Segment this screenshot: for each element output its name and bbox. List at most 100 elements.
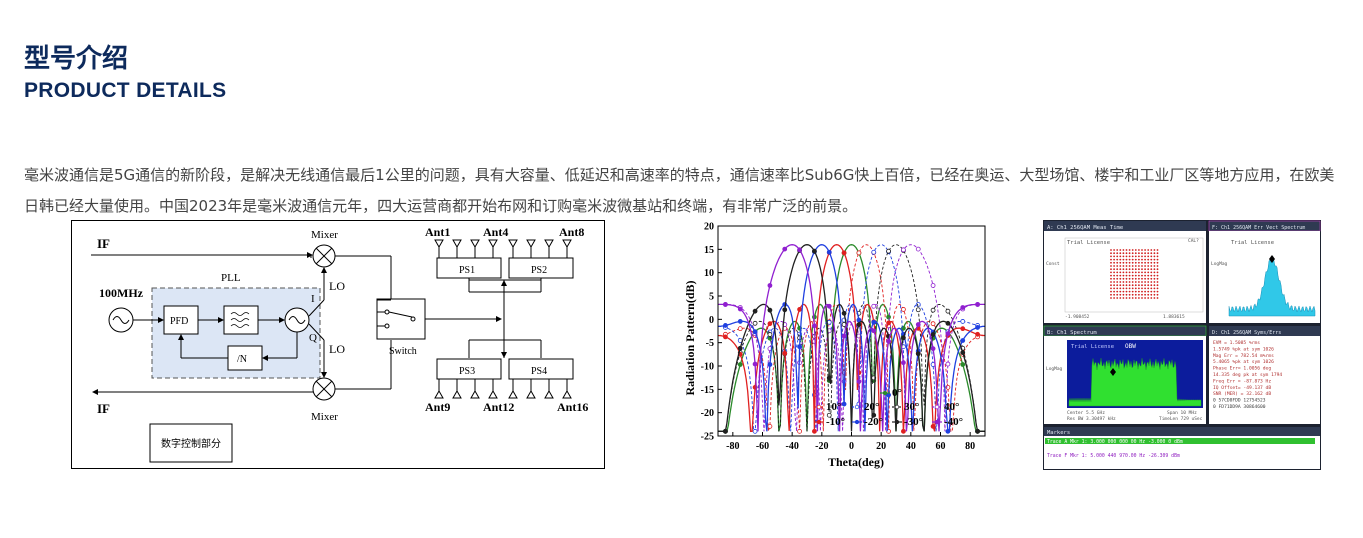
y-tick-label: -20: [701, 408, 714, 419]
series-line: [718, 244, 985, 432]
constellation-diagram: [1110, 249, 1159, 299]
evm-line: Phase Err= 1.0056 deg: [1213, 366, 1271, 372]
y-axis-label: Radiation Pattern(dB): [683, 281, 697, 396]
series-line: [718, 244, 985, 432]
panel-c-resbw: Res BW 3.30497 kHz: [1067, 416, 1116, 422]
panel-d-body: [1209, 336, 1320, 424]
evm-line: 14.335 deg pk at sym 1794: [1213, 372, 1282, 378]
series-point: [901, 335, 906, 341]
evm-line: 0 57CD8FDD 12754523: [1213, 398, 1266, 404]
ps2-label: PS2: [531, 265, 547, 276]
series-point: [930, 321, 936, 327]
x-tick-label: -40: [785, 441, 798, 452]
series-point: [767, 283, 773, 288]
panel-a-trial-license: Trial License: [1067, 240, 1110, 246]
y-tick-label: -5: [706, 338, 714, 349]
series-point: [930, 332, 936, 337]
panel-b-trial-license: Trial License: [1231, 240, 1274, 246]
series-point: [975, 331, 980, 337]
series-point: [975, 428, 980, 434]
series-point: [886, 338, 891, 344]
antenna-bottom: [470, 379, 480, 399]
series-point: [915, 307, 921, 313]
antenna-top: [526, 239, 536, 258]
legend-label: 20°: [864, 401, 879, 413]
legend-label: 40°: [944, 401, 959, 413]
series-point: [960, 305, 966, 310]
series-point: [871, 328, 877, 334]
x-tick-label: 0: [849, 441, 854, 452]
panel-d-titlebar: [1209, 326, 1320, 336]
panel-a-range-right: 1.883615: [1163, 314, 1185, 320]
series-point: [767, 321, 773, 327]
series-point: [826, 303, 832, 309]
radiation-pattern-chart: -80 -60 -40 -20 0 20 40 60 80 -25 -20 -15 -10 -5 0 5 10 1…: [680, 220, 992, 470]
panel-a-body: [1044, 231, 1206, 323]
series-point: [975, 325, 980, 330]
series-point: [812, 323, 817, 329]
series-point: [752, 308, 758, 314]
series-point: [737, 326, 743, 332]
series-8: [718, 244, 985, 432]
x-tick-label: 40: [906, 441, 916, 452]
series-point: [960, 338, 966, 343]
block-diagram-figure: PLL IF Mixer 100MHz PFD I Q /N Mixer IF …: [71, 220, 605, 469]
panel-a-title: A: Ch1 256QAM Meas Time: [1047, 225, 1123, 231]
series-point: [782, 307, 788, 313]
series-point: [871, 412, 877, 418]
series-point: [737, 345, 743, 351]
legend-label: -40°: [944, 416, 963, 428]
pll-label: PLL: [221, 272, 241, 284]
lo-bottom-label: LO: [329, 342, 345, 356]
marker-line: Trace F Mkr 1: 5.000 440 970.00 Hz -26.3…: [1047, 453, 1180, 459]
antenna-top: [452, 239, 462, 258]
y-tick-label: 10: [704, 268, 714, 279]
panel-c-title: B: Ch1 Spectrum: [1047, 330, 1097, 336]
series-point: [767, 307, 773, 313]
y-tick-label: 0: [709, 315, 714, 326]
series-point: [901, 428, 906, 434]
evm-line: SNR (MER) = 32.162 dB: [1213, 391, 1271, 397]
series-7: [718, 244, 985, 434]
panel-d-title: D: Ch1 256QAM Syms/Errs: [1212, 330, 1281, 336]
series-point: [886, 248, 891, 254]
antenna-array-bottom: [434, 379, 572, 399]
legend-label: -10°: [826, 416, 845, 428]
radiation-pattern-svg: -80 -60 -40 -20 0 20 40 60 80 -25 -20 -15 -10 -5 0 5 10 1…: [680, 220, 992, 470]
error-vector-spectrum: [1228, 255, 1316, 317]
evm-line: EVM = 1.5085 %rms: [1213, 340, 1260, 346]
antenna-top: [508, 239, 518, 258]
ant9-label: Ant9: [425, 400, 450, 414]
series-point: [797, 307, 802, 312]
series-point: [841, 333, 847, 339]
legend-label: 10°: [826, 401, 841, 413]
antenna-bottom: [434, 379, 444, 399]
series-point: [723, 302, 728, 307]
obw-label: OBW: [1125, 343, 1136, 350]
series-point: [856, 250, 862, 256]
ant16-label: Ant16: [557, 400, 588, 414]
series-point: [723, 428, 728, 434]
series-point: [930, 423, 936, 429]
antenna-top: [434, 239, 444, 258]
series-point: [886, 320, 891, 326]
series-point: [915, 322, 921, 327]
series-point: [975, 301, 980, 307]
series-point: [871, 249, 877, 255]
if-top-label: IF: [97, 236, 110, 251]
antenna-top: [488, 239, 498, 258]
series-point: [856, 317, 862, 323]
antenna-top: [544, 239, 554, 258]
series-point: [960, 350, 966, 355]
legend-label: 0°: [892, 387, 902, 399]
panel-b-logmag: LogMag: [1211, 261, 1228, 267]
series-point: [901, 307, 906, 312]
series-point: [737, 362, 743, 367]
ant4-label: Ant4: [483, 225, 508, 239]
series-point: [901, 247, 906, 253]
x-tick-label: 60: [936, 441, 946, 452]
series-point: [856, 379, 862, 384]
series-point: [930, 346, 936, 352]
series-point: [767, 362, 773, 367]
